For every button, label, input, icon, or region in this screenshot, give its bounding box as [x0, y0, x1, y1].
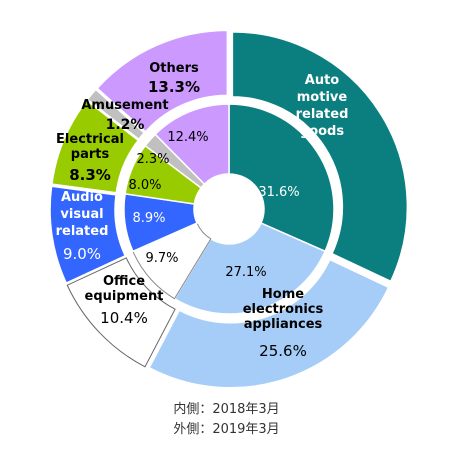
- category-label-electrical-parts-line-1: Electrical: [56, 132, 124, 147]
- inner-value-office-equipment: 9.7%: [145, 251, 178, 266]
- category-label-others-line-1: Others: [149, 61, 199, 76]
- inner-slice-others: [154, 103, 230, 186]
- outer-value-audio-visual-related: 9.0%: [63, 245, 101, 263]
- outer-value-electrical-parts: 8.3%: [69, 166, 111, 184]
- outer-value-office-equipment: 10.4%: [100, 309, 148, 327]
- category-label-auto-motive-related-goods-line-1: Auto: [305, 73, 340, 88]
- outer-ring: [49, 29, 409, 389]
- category-label-auto-motive-related-goods-line-4: goods: [300, 124, 344, 139]
- inner-value-amusement: 2.3%: [136, 152, 169, 167]
- category-label-home-electronics-appliances-line-2: electronics: [243, 302, 324, 317]
- category-label-audio-visual-related-line-1: Audio: [61, 190, 103, 205]
- inner-ring: [123, 103, 335, 315]
- outer-slice-office-equipment: [66, 257, 176, 368]
- category-label-audio-visual-related-line-2: visual: [60, 207, 103, 222]
- chart-labels: 31.6% 27.1% 9.7% 8.9% 8.0% 2.3% 12.4% Auto motiv…: [56, 61, 349, 360]
- outer-slice-electrical-parts: [51, 99, 140, 194]
- category-label-home-electronics-appliances-line-1: Home: [262, 287, 304, 302]
- outer-slice-automotive-related-goods: [231, 31, 409, 283]
- outer-slice-home-electronics-appliances: [148, 258, 390, 389]
- inner-value-automotive-related-goods: 31.6%: [258, 185, 299, 200]
- category-label-home-electronics-appliances-line-3: appliances: [244, 317, 323, 332]
- outer-value-amusement: 1.2%: [106, 117, 145, 133]
- category-label-auto-motive-related-goods-line-3: related: [296, 107, 349, 122]
- category-label-amusement-line-1: Amusement: [81, 98, 168, 113]
- category-label-auto-motive-related-goods-line-2: motive: [297, 90, 348, 105]
- inner-value-home-electronics-appliances: 27.1%: [225, 265, 266, 280]
- inner-ring-note: 内側：2018年3月: [173, 402, 280, 417]
- inner-slice-automotive-related-goods: [228, 103, 335, 253]
- category-label-office-equipment-line-1: Office: [103, 274, 145, 289]
- outer-value-others: 13.3%: [148, 78, 200, 96]
- inner-value-others: 12.4%: [167, 130, 208, 145]
- outer-value-home-electronics-appliances: 25.6%: [259, 342, 307, 360]
- inner-slice-home-electronics-appliances: [173, 222, 327, 315]
- category-label-electrical-parts-line-2: parts: [71, 147, 110, 162]
- outer-slice-audio-visual-related: [49, 185, 127, 285]
- outer-slice-amusement: [86, 88, 146, 141]
- outer-ring-note: 外側：2019年3月: [173, 422, 280, 437]
- category-label-office-equipment-line-2: equipment: [85, 289, 164, 304]
- category-label-audio-visual-related-line-3: related: [56, 224, 109, 239]
- outer-slice-others: [96, 29, 229, 133]
- inner-value-audio-visual-related: 8.9%: [132, 211, 165, 226]
- inner-value-electrical-parts: 8.0%: [128, 178, 161, 193]
